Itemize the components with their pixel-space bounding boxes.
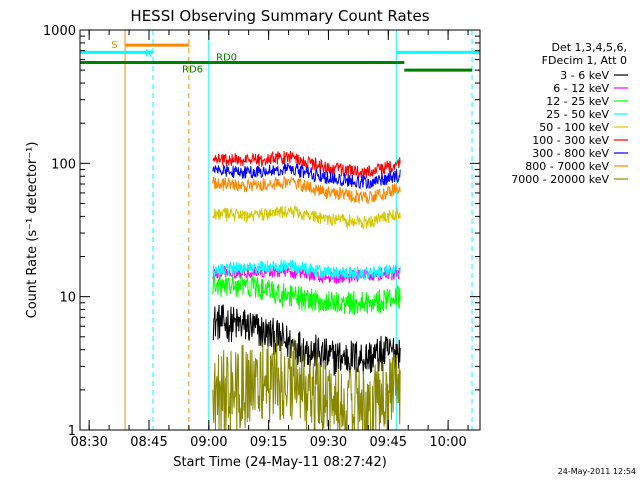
legend-label: 7000 - 20000 keV [511,173,609,186]
y-tick-label: 100 [51,157,76,172]
annotation-label-rd0: RD0 [216,53,237,64]
x-tick-label: 09:15 [250,435,287,450]
x-tick-label: 09:30 [310,435,347,450]
x-tick-label: 08:30 [70,435,107,450]
legend-header-line: Det 1,3,4,5,6, [551,41,627,54]
plot-area: S N RD6 RD0 [80,30,480,430]
series-line-7000-20000-kev [212,337,401,430]
legend-label: 25 - 50 keV [546,108,609,121]
series-line-800-7000-kev [212,176,401,205]
series-line-300-800-kev [212,162,401,190]
annotation-label-n: N [145,48,152,59]
annotation-label-rd6: RD6 [182,65,203,76]
y-tick-label: 1 [68,424,76,439]
legend-label: 800 - 7000 keV [525,160,609,173]
legend-label: 300 - 800 keV [532,147,609,160]
series-line-25-50-kev [212,258,401,282]
legend: Det 1,3,4,5,6,FDecim 1, Att 0 3 - 6 keV6 … [511,41,628,186]
legend-label: 12 - 25 keV [546,95,609,108]
legend-label: 50 - 100 keV [539,121,609,134]
annotation-label-s: S [111,40,117,51]
x-axis-label: Start Time (24-May-11 08:27:42) [173,455,387,470]
x-tick-label: 09:45 [370,435,407,450]
x-tick-label: 10:00 [429,435,466,450]
axes: 1 10 100 1000 08:30 08:45 09:00 09:15 09:30 09:45… [43,24,480,450]
chart-title: HESSI Observing Summary Count Rates [130,7,429,25]
x-tick-label: 09:00 [190,435,227,450]
series-line-50-100-kev [212,204,401,230]
legend-label: 100 - 300 keV [532,134,609,147]
y-tick-label: 10 [59,291,76,306]
y-tick-label: 1000 [43,24,76,39]
y-axis-label: Count Rate (s⁻¹ detector⁻¹) [25,142,40,319]
legend-label: 3 - 6 keV [560,69,609,82]
series-line-3-6-kev [212,304,401,376]
legend-label: 6 - 12 keV [553,82,609,95]
legend-header-line: FDecim 1, Att 0 [542,54,627,67]
series-line-100-300-kev [212,150,401,180]
plot-frame [79,29,481,431]
x-tick-label: 08:45 [130,435,167,450]
timestamp: 24-May-2011 12:54 [558,467,636,476]
series-line-12-25-kev [212,273,401,315]
